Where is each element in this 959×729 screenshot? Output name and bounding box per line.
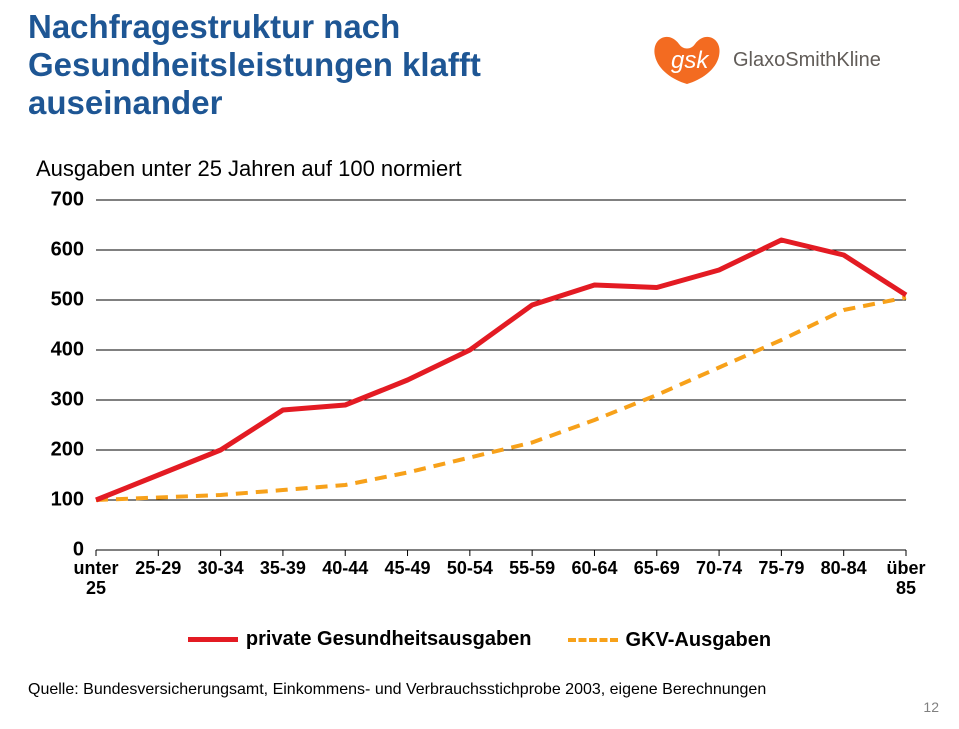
slide-title: Nachfragestruktur nach Gesundheitsleistu… (28, 8, 481, 122)
svg-text:400: 400 (51, 338, 84, 360)
legend-label: GKV-Ausgaben (626, 629, 772, 652)
svg-text:50-54: 50-54 (447, 558, 493, 578)
series-private Gesundheitsausgaben (96, 240, 906, 500)
svg-text:100: 100 (51, 488, 84, 510)
legend-item: private Gesundheitsausgaben (188, 628, 532, 651)
svg-text:35-39: 35-39 (260, 558, 306, 578)
legend-swatch (188, 637, 238, 642)
chart-container: 0 100 200 300 400 500 600 700 unter25 25-29 30-34 3… (36, 190, 916, 610)
svg-text:40-44: 40-44 (322, 558, 368, 578)
slide-subtitle: Ausgaben unter 25 Jahren auf 100 normier… (36, 156, 462, 182)
svg-text:25: 25 (86, 578, 106, 598)
svg-text:75-79: 75-79 (758, 558, 804, 578)
svg-text:85: 85 (896, 578, 916, 598)
slide: Nachfragestruktur nach Gesundheitsleistu… (0, 0, 959, 729)
svg-text:60-64: 60-64 (571, 558, 617, 578)
svg-text:600: 600 (51, 238, 84, 260)
svg-text:200: 200 (51, 438, 84, 460)
page-number: 12 (923, 699, 939, 715)
svg-text:500: 500 (51, 288, 84, 310)
gsk-logo-svg: gsk GlaxoSmithKline (649, 26, 899, 106)
svg-text:0: 0 (73, 538, 84, 560)
svg-text:über: über (886, 558, 925, 578)
svg-text:25-29: 25-29 (135, 558, 181, 578)
svg-text:65-69: 65-69 (634, 558, 680, 578)
legend-item: GKV-Ausgaben (568, 629, 772, 652)
svg-text:700: 700 (51, 188, 84, 210)
chart-legend: private Gesundheitsausgaben GKV-Ausgaben (0, 625, 959, 652)
svg-text:80-84: 80-84 (821, 558, 867, 578)
svg-text:45-49: 45-49 (385, 558, 431, 578)
svg-text:300: 300 (51, 388, 84, 410)
svg-text:unter: unter (74, 558, 119, 578)
logo-text: GlaxoSmithKline (733, 49, 881, 71)
gsk-logo: gsk GlaxoSmithKline (649, 26, 899, 106)
svg-text:30-34: 30-34 (198, 558, 244, 578)
svg-text:70-74: 70-74 (696, 558, 742, 578)
legend-label: private Gesundheitsausgaben (246, 628, 532, 651)
svg-text:55-59: 55-59 (509, 558, 555, 578)
logo-abbr: gsk (671, 47, 710, 74)
source-text: Quelle: Bundesversicherungsamt, Einkomme… (28, 681, 766, 699)
legend-swatch (568, 638, 618, 642)
line-chart: 0 100 200 300 400 500 600 700 unter25 25-29 30-34 3… (36, 190, 916, 610)
